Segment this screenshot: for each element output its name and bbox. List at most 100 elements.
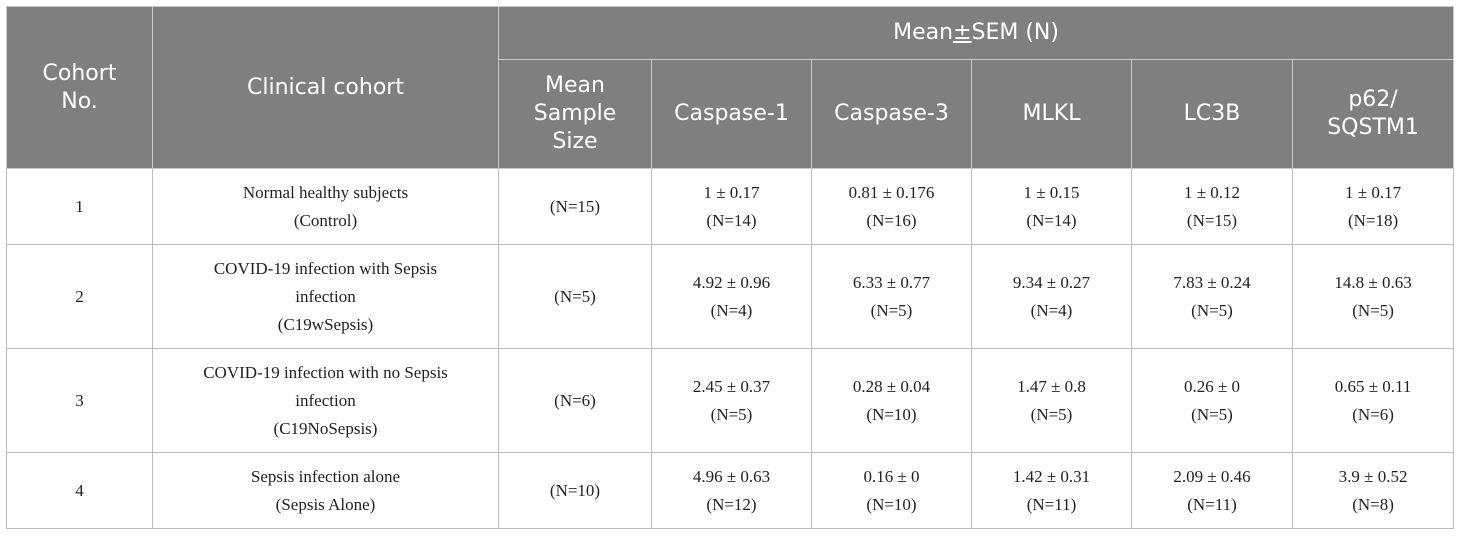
cohort-line: COVID-19 infection with no Sepsis — [203, 362, 448, 382]
results-table: Cohort No. Clinical cohort Mean±SEM (N) … — [6, 6, 1455, 529]
value-n: (N=4) — [710, 300, 753, 320]
cell-caspase-3: 0.28 ± 0.04 (N=10) — [811, 348, 972, 453]
value-mean-sem: 0.16 ± 0 — [863, 466, 920, 486]
cell-sample-size: (N=10) — [498, 452, 652, 529]
cell-clinical-cohort: COVID-19 infection with no Sepsis infect… — [152, 348, 499, 453]
cell-clinical-cohort: Normal healthy subjects (Control) — [152, 168, 499, 245]
value-mean-sem: 4.92 ± 0.96 — [692, 272, 771, 292]
value-n: (N=5) — [1030, 404, 1073, 424]
header-mean-sample-size: Mean Sample Size — [498, 59, 652, 169]
value-n: (N=10) — [866, 494, 917, 514]
cell-caspase-1: 4.96 ± 0.63 (N=12) — [651, 452, 812, 529]
header-lc3b: LC3B — [1131, 59, 1293, 169]
table-row: 3 COVID-19 infection with no Sepsis infe… — [6, 348, 1455, 453]
header-cohort-no-line: No. — [61, 88, 98, 114]
group-title-mean: Mean — [893, 20, 954, 45]
value-mean-sem: 0.26 ± 0 — [1183, 376, 1241, 396]
table-row: 1 Normal healthy subjects (Control) (N=1… — [6, 168, 1455, 245]
cohort-line: infection — [295, 286, 356, 306]
cell-lc3b: 7.83 ± 0.24 (N=5) — [1131, 244, 1293, 349]
cell-mlkl: 1.42 ± 0.31 (N=11) — [971, 452, 1132, 529]
cohort-line: (Sepsis Alone) — [275, 494, 376, 514]
value-mean-sem: 1 ± 0.12 — [1183, 182, 1241, 202]
value-mean-sem: 3.9 ± 0.52 — [1338, 466, 1408, 486]
value-mean-sem: 1 ± 0.17 — [1344, 182, 1402, 202]
cell-lc3b: 0.26 ± 0 (N=5) — [1131, 348, 1293, 453]
header-p62-line: SQSTM1 — [1327, 115, 1419, 140]
header-p62: p62/ SQSTM1 — [1291, 59, 1455, 169]
cell-caspase-3: 6.33 ± 0.77 (N=5) — [811, 244, 972, 349]
cohort-line: COVID-19 infection with Sepsis — [213, 258, 438, 278]
cell-caspase-1: 2.45 ± 0.37 (N=5) — [651, 348, 812, 453]
cell-caspase-3: 0.81 ± 0.176 (N=16) — [811, 168, 972, 245]
group-title-plusminus: ± — [953, 20, 972, 45]
value-mean-sem: 6.33 ± 0.77 — [852, 272, 931, 292]
value-n: (N=15) — [1186, 210, 1238, 230]
cohort-line: (Control) — [293, 210, 358, 230]
value-n: (N=10) — [866, 404, 917, 424]
value-mean-sem: 4.96 ± 0.63 — [692, 466, 771, 486]
value-mean-sem: 0.28 ± 0.04 — [852, 376, 931, 396]
header-cohort-no-line: Cohort — [42, 60, 117, 86]
value-mean-sem: 7.83 ± 0.24 — [1173, 272, 1251, 292]
header-mss-line: Mean — [545, 73, 605, 98]
header-row-group: Cohort No. Clinical cohort Mean±SEM (N) — [6, 6, 1455, 169]
value-n: (N=12) — [706, 494, 757, 514]
value-n: (N=5) — [870, 300, 913, 320]
cell-p62: 1 ± 0.17 (N=18) — [1291, 168, 1455, 245]
table-row: 4 Sepsis infection alone (Sepsis Alone) … — [6, 452, 1455, 529]
cohort-line: (C19NoSepsis) — [273, 418, 378, 438]
cohort-line: infection — [295, 390, 356, 410]
cell-cohort-no: 1 — [6, 168, 153, 245]
cell-lc3b: 1 ± 0.12 (N=15) — [1131, 168, 1293, 245]
cell-sample-size: (N=6) — [498, 348, 652, 453]
value-mean-sem: 1.47 ± 0.8 — [1017, 376, 1086, 396]
value-n: (N=11) — [1026, 494, 1077, 514]
value-n: (N=5) — [1191, 300, 1233, 320]
header-mss-line: Size — [552, 129, 598, 154]
cell-p62: 3.9 ± 0.52 (N=8) — [1291, 452, 1455, 529]
value-n: (N=14) — [1026, 210, 1077, 230]
cell-mlkl: 9.34 ± 0.27 (N=4) — [971, 244, 1132, 349]
value-n: (N=8) — [1352, 494, 1394, 514]
value-mean-sem: 2.09 ± 0.46 — [1173, 466, 1251, 486]
header-mss-line: Sample — [533, 101, 617, 126]
header-p62-line: p62/ — [1348, 87, 1398, 112]
cohort-line: Sepsis infection alone — [250, 466, 401, 486]
header-caspase-3: Caspase-3 — [811, 59, 972, 169]
value-mean-sem: 0.65 ± 0.11 — [1334, 376, 1412, 396]
value-mean-sem: 1 ± 0.15 — [1023, 182, 1080, 202]
value-mean-sem: 2.45 ± 0.37 — [692, 376, 771, 396]
table-row: 2 COVID-19 infection with Sepsis infecti… — [6, 244, 1455, 349]
header-row-columns: Mean Sample Size Caspase-1 Caspase-3 MLK… — [7, 59, 1455, 169]
header-caspase-1: Caspase-1 — [651, 59, 812, 169]
value-mean-sem: 1 ± 0.17 — [703, 182, 760, 202]
cell-lc3b: 2.09 ± 0.46 (N=11) — [1131, 452, 1293, 529]
cell-sample-size: (N=15) — [498, 168, 652, 245]
value-n: (N=5) — [1191, 404, 1233, 424]
header-cohort-no: Cohort No. — [6, 6, 153, 169]
cell-p62: 14.8 ± 0.63 (N=5) — [1291, 244, 1455, 349]
cell-clinical-cohort: Sepsis infection alone (Sepsis Alone) — [152, 452, 499, 529]
cohort-line: (C19wSepsis) — [277, 314, 374, 334]
value-n: (N=11) — [1187, 494, 1237, 514]
value-mean-sem: 1.42 ± 0.31 — [1012, 466, 1091, 486]
value-n: (N=5) — [1352, 300, 1394, 320]
header-mean-sem-group: Mean±SEM (N) — [497, 6, 1455, 60]
value-n: (N=6) — [1352, 404, 1394, 424]
cell-mlkl: 1.47 ± 0.8 (N=5) — [971, 348, 1132, 453]
cell-cohort-no: 2 — [6, 244, 153, 349]
value-n: (N=5) — [710, 404, 753, 424]
header-clinical-cohort: Clinical cohort — [152, 6, 499, 169]
header-mlkl: MLKL — [971, 59, 1132, 169]
cell-p62: 0.65 ± 0.11 (N=6) — [1291, 348, 1455, 453]
cell-caspase-1: 1 ± 0.17 (N=14) — [651, 168, 812, 245]
cell-cohort-no: 3 — [6, 348, 153, 453]
value-mean-sem: 9.34 ± 0.27 — [1012, 272, 1091, 292]
cell-sample-size: (N=5) — [498, 244, 652, 349]
value-n: (N=14) — [706, 210, 757, 230]
group-title-sem: SEM (N) — [971, 20, 1059, 45]
value-n: (N=16) — [866, 210, 917, 230]
value-n: (N=18) — [1347, 210, 1399, 230]
cell-caspase-3: 0.16 ± 0 (N=10) — [811, 452, 972, 529]
